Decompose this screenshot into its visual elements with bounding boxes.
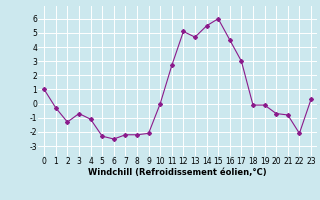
X-axis label: Windchill (Refroidissement éolien,°C): Windchill (Refroidissement éolien,°C) [88, 168, 267, 177]
